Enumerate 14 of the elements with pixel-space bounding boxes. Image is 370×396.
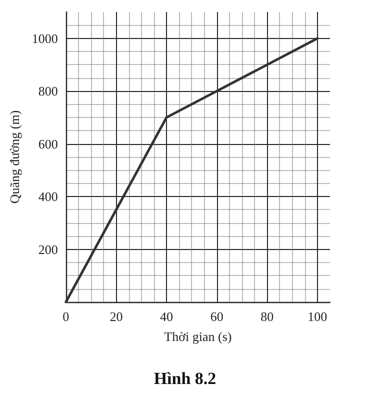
x-tick-label: 40	[160, 309, 174, 324]
y-tick-label: 1000	[32, 30, 58, 46]
x-axis-title: Thời gian (s)	[164, 329, 232, 344]
x-tick-label: 20	[110, 309, 123, 324]
x-tick-label: 80	[260, 309, 274, 324]
text: Hình 8.2	[154, 369, 216, 388]
y-tick-label: 200	[38, 242, 58, 257]
y-tick-label: 400	[38, 189, 58, 204]
y-axis-title: Quãng đường (m)	[7, 110, 22, 204]
y-tick-label: 800	[38, 84, 58, 99]
x-tick-label: 0	[62, 309, 70, 324]
y-tick-label: 600	[38, 136, 58, 152]
x-tick-label: 100	[308, 309, 328, 324]
x-tick-label: 60	[210, 309, 224, 324]
